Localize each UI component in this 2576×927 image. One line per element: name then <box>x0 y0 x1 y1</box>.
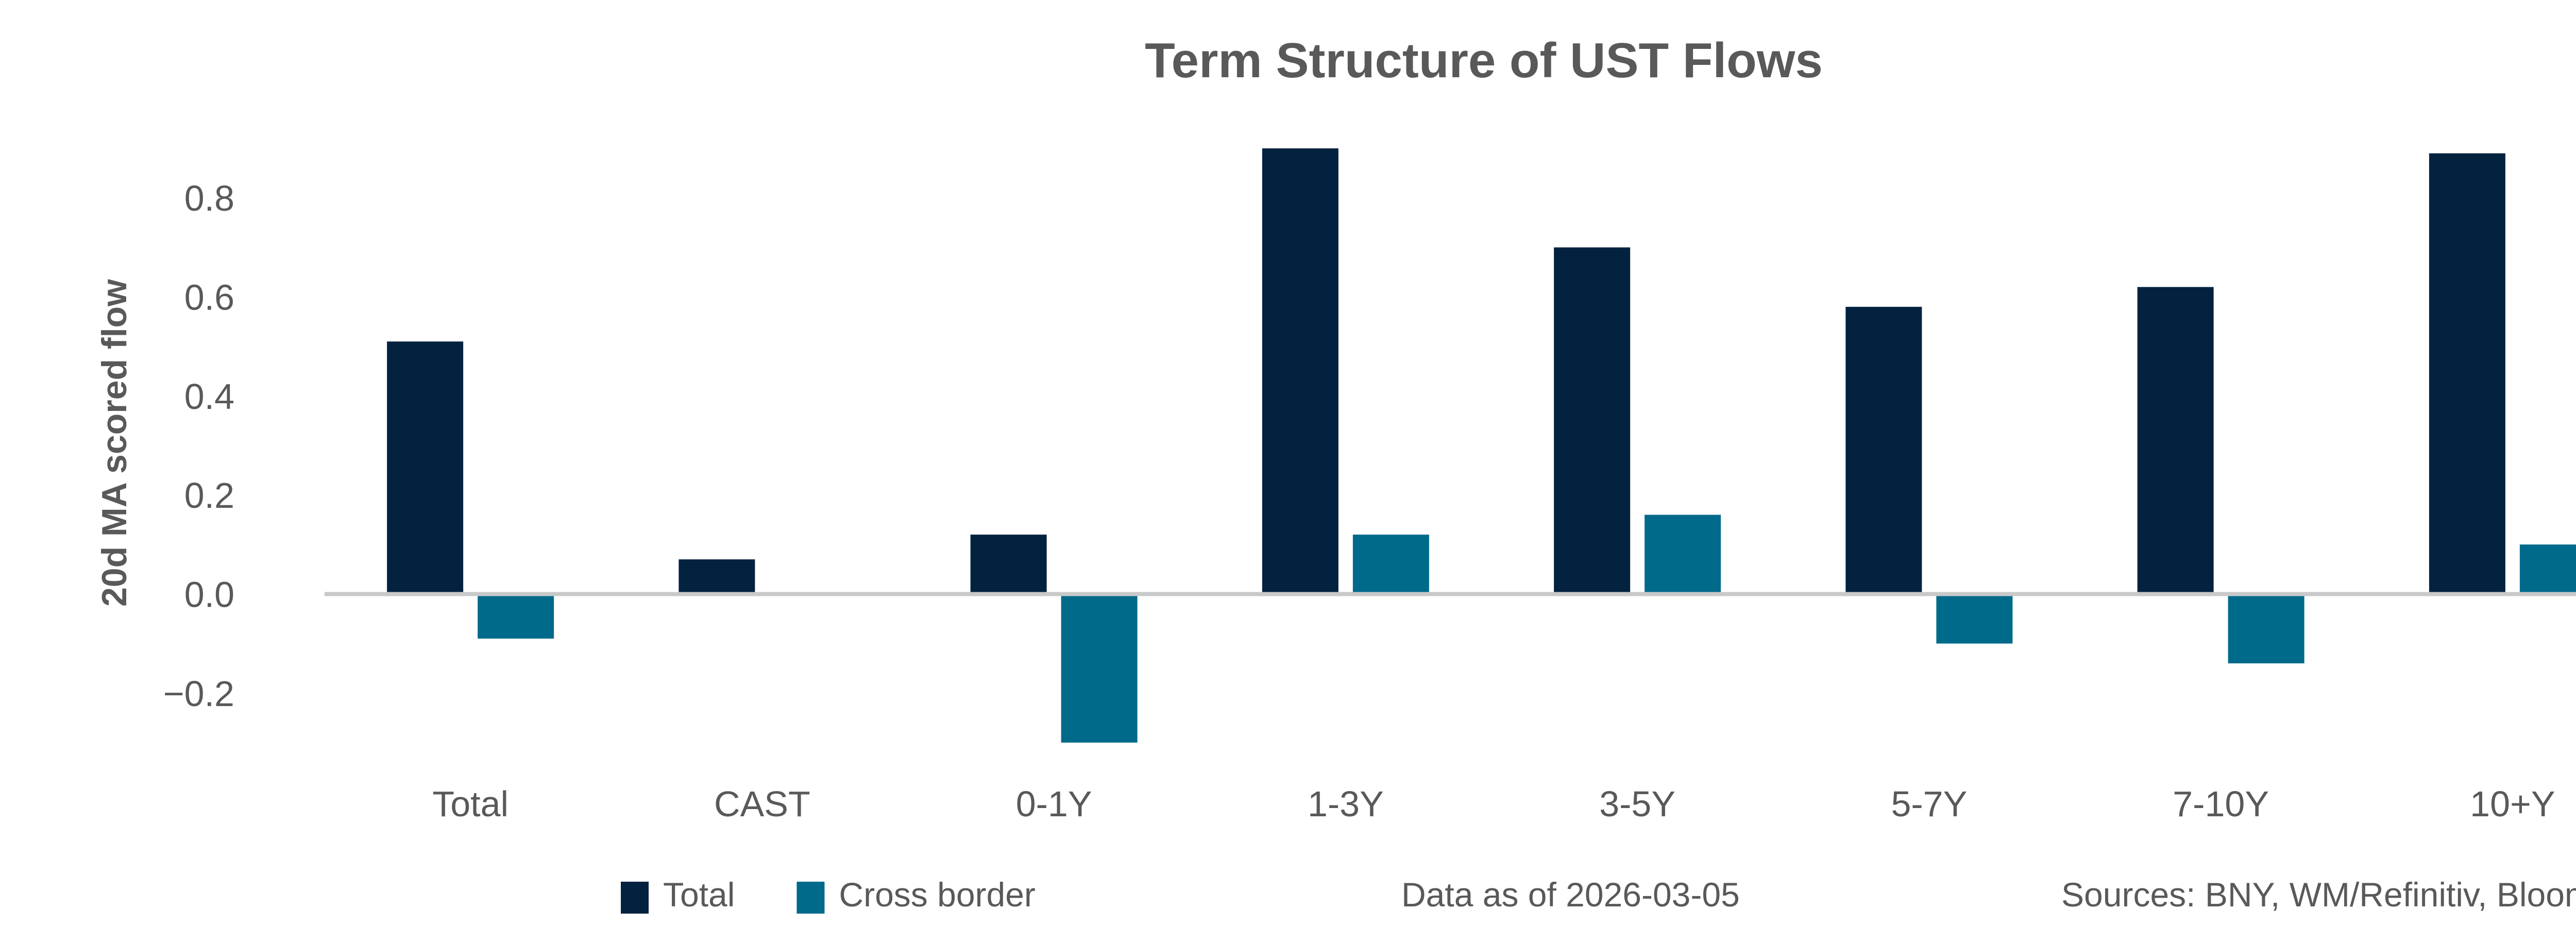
legend-swatch <box>796 882 825 914</box>
x-tick-label: 7-10Y <box>2173 784 2269 824</box>
legend-label: Cross border <box>839 876 1035 914</box>
y-tick-label: 0.2 <box>184 475 234 516</box>
bars-group <box>387 148 2576 743</box>
x-tick-label: 10+Y <box>2470 784 2555 824</box>
bar-cross-border-10plusy <box>2519 544 2576 594</box>
legend-swatch <box>621 882 649 914</box>
x-axis-ticks: Total CAST 0-1Y 1-3Y 3-5Y 5-7Y 7-10Y 10+Y <box>432 784 2555 824</box>
y-tick-label: −0.2 <box>163 674 234 714</box>
bar-total-5-7y <box>1845 306 1922 594</box>
bar-cross-border-5-7y <box>1936 594 2013 644</box>
x-tick-label: 1-3Y <box>1308 784 1384 824</box>
bar-total-7-10y <box>2137 287 2214 594</box>
bar-total-3-5y <box>1554 247 1631 594</box>
bar-total-cast <box>679 559 755 594</box>
x-tick-label: 3-5Y <box>1599 784 1675 824</box>
legend-label: Total <box>663 876 735 914</box>
y-axis-label: 20d MA scored flow <box>95 279 134 607</box>
x-tick-label: CAST <box>714 784 810 824</box>
y-tick-label: 0.8 <box>184 178 234 218</box>
bar-total-10plusy <box>2429 153 2505 594</box>
data-as-of-note: Data as of 2026-03-05 <box>1401 876 1740 914</box>
bar-cross-border-total <box>478 594 554 639</box>
legend: Total Cross border <box>621 876 1036 914</box>
bar-cross-border-7-10y <box>2228 594 2304 664</box>
bar-cross-border-0-1y <box>1061 594 1138 743</box>
y-axis-ticks: −0.2 0.0 0.2 0.4 0.6 0.8 <box>163 178 234 714</box>
y-tick-label: 0.0 <box>184 574 234 614</box>
bar-total-total <box>387 341 464 594</box>
bar-total-1-3y <box>1262 148 1338 594</box>
chart-title: Term Structure of UST Flows <box>1145 33 1823 88</box>
x-tick-label: Total <box>432 784 509 824</box>
x-tick-label: 0-1Y <box>1016 784 1092 824</box>
bar-total-0-1y <box>970 535 1047 594</box>
y-tick-label: 0.4 <box>184 376 234 417</box>
bar-cross-border-1-3y <box>1352 535 1429 594</box>
bar-cross-border-3-5y <box>1645 514 1721 594</box>
y-tick-label: 0.6 <box>184 278 234 318</box>
sources-note: Sources: BNY, WM/Refinitiv, Bloomberg <box>2061 876 2576 914</box>
x-tick-label: 5-7Y <box>1891 784 1967 824</box>
